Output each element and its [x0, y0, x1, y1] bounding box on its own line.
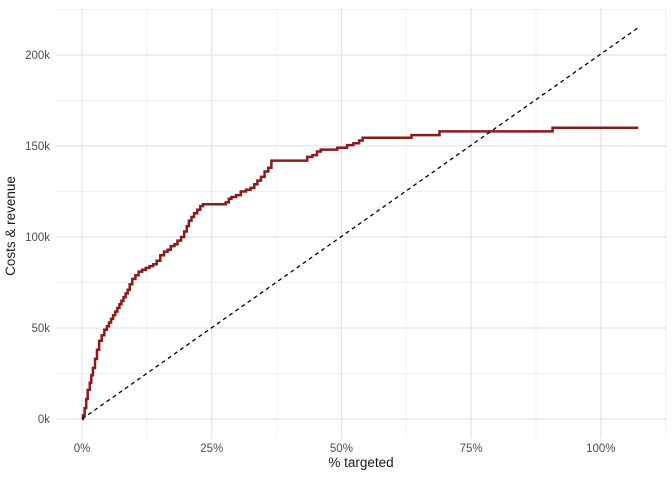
- x-tick-label: 50%: [330, 443, 353, 455]
- x-tick-labels: 0% 25% 50% 75% 100%: [74, 443, 616, 455]
- y-tick-labels: 0k 50k 100k 150k 200k: [25, 50, 50, 426]
- x-tick-label: 0%: [74, 443, 91, 455]
- y-tick-label: 150k: [25, 141, 50, 153]
- x-tick-label: 100%: [586, 443, 615, 455]
- y-tick-label: 100k: [25, 232, 50, 244]
- series-layer: [81, 27, 639, 421]
- grid-major: [56, 8, 667, 439]
- revenue-step-line: [81, 126, 639, 421]
- cost-dashed-line: [81, 27, 639, 420]
- y-tick-label: 0k: [38, 414, 50, 426]
- y-tick-label: 200k: [25, 50, 50, 62]
- y-axis-title: Costs & revenue: [3, 176, 18, 276]
- x-axis-title: % targeted: [328, 455, 393, 470]
- grid-minor: [56, 8, 667, 439]
- y-tick-label: 50k: [31, 323, 50, 335]
- x-tick-label: 75%: [460, 443, 483, 455]
- x-tick-label: 25%: [200, 443, 223, 455]
